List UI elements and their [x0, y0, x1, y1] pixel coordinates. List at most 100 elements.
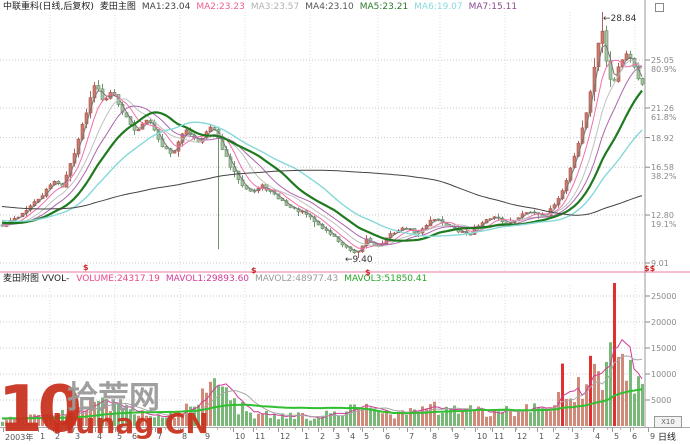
timeline-minor-tick — [542, 428, 543, 430]
timeline-minor-tick — [581, 428, 582, 430]
timeline-minor-tick — [399, 428, 400, 430]
timeline-tick — [407, 428, 408, 432]
price-tick-label: 12.80 — [651, 211, 674, 221]
timeline-month-label: 1 — [539, 432, 545, 441]
timeline-tick — [233, 428, 234, 432]
timeline-tick — [515, 428, 516, 432]
stock-title: 中联重科(日线,后复权) — [3, 2, 94, 12]
timeline-month-label: 2 — [555, 432, 561, 441]
timeline-minor-tick — [191, 428, 192, 430]
window-restore-icon[interactable] — [655, 3, 664, 12]
sell-signal-marker: $ — [251, 266, 257, 275]
timeline-month-label: 3 — [335, 432, 341, 441]
timeline-minor-tick — [113, 428, 114, 430]
timeline-month-label: 5 — [614, 432, 620, 441]
timeline-minor-tick — [87, 428, 88, 430]
mavol-value-labels: VOLUME:24317.19 MAVOL1:29893.60 MAVOL2:489… — [76, 273, 433, 285]
indicator-value-label: MA6:19.07 — [414, 2, 463, 12]
timeline-minor-tick — [269, 428, 270, 430]
timeline-tick — [3, 428, 4, 432]
timeline-minor-tick — [126, 428, 127, 430]
price-tick-label: 21.26 — [651, 103, 674, 113]
fib-percent-label: 80.9% — [651, 65, 677, 74]
price-tick-label: 18.92 — [651, 133, 674, 143]
timeline-month-label: 2 — [55, 432, 61, 441]
timeline-minor-tick — [594, 428, 595, 430]
timeline-minor-tick — [620, 428, 621, 430]
timeline-tick — [95, 428, 96, 432]
timeline-tick — [475, 428, 476, 432]
volume-tick-label: 20000 — [651, 318, 677, 327]
timeline-month-label: 4 — [350, 432, 356, 441]
timeline-month-label: 8 — [432, 432, 438, 441]
price-annotation: ←28.84 — [603, 14, 637, 24]
timeline-minor-tick — [412, 428, 413, 430]
fib-percent-label: 38.2% — [651, 172, 677, 182]
timeline-month-label: 12 — [517, 432, 528, 441]
timeline-minor-tick — [633, 428, 634, 430]
fib-percent-label: 19.1% — [651, 220, 677, 230]
indicator-value-label: VOLUME:24317.19 — [76, 274, 160, 284]
timeline-minor-tick — [178, 428, 179, 430]
timeline-month-label: 8 — [182, 432, 188, 441]
timeline-month-label: 5 — [117, 432, 123, 441]
timeline-minor-tick — [217, 428, 218, 430]
timeline-tick — [593, 428, 594, 432]
timeline-minor-tick — [48, 428, 49, 430]
period-selector[interactable]: 日线 — [658, 433, 677, 443]
timeline-minor-tick — [451, 428, 452, 430]
volume-tick-label: 15000 — [651, 344, 677, 353]
timeline-month-label: 10 — [235, 432, 246, 441]
timeline-minor-tick — [347, 428, 348, 430]
timeline-month-label: 10 — [477, 432, 488, 441]
indicator-value-label: MA1:23.04 — [141, 2, 191, 12]
timeline-tick — [73, 428, 74, 432]
timeline-tick — [362, 428, 363, 432]
timeline-month-label: 2 — [320, 432, 326, 441]
timeline-tick — [333, 428, 334, 432]
timeline-minor-tick — [360, 428, 361, 430]
timeline-minor-tick — [334, 428, 335, 430]
indicator-value-label: MA4:23.10 — [305, 2, 354, 12]
timeline-minor-tick — [139, 428, 140, 430]
timeline-tick — [492, 428, 493, 432]
timeline-tick — [302, 428, 303, 432]
timeline-minor-tick — [152, 428, 153, 430]
timeline-minor-tick — [425, 428, 426, 430]
indicator-value-label: MAVOL3:51850.41 — [344, 274, 428, 284]
timeline-minor-tick — [607, 428, 608, 430]
timeline-minor-tick — [373, 428, 374, 430]
fib-percent-label: 61.8% — [651, 112, 677, 122]
timeline-tick — [383, 428, 384, 432]
timeline-minor-tick — [61, 428, 62, 430]
volume-indicator-name: 麦田附图 VVOL- — [3, 274, 70, 284]
timeline-tick — [253, 428, 254, 432]
timeline-minor-tick — [477, 428, 478, 430]
timeline-tick — [572, 428, 573, 432]
timeline-tick — [348, 428, 349, 432]
timeline-minor-tick — [516, 428, 517, 430]
price-tick-label: 25.05 — [651, 56, 674, 65]
timeline-tick — [537, 428, 538, 432]
timeline-minor-tick — [464, 428, 465, 430]
timeline-month-label: 9 — [205, 432, 211, 441]
price-annotation: ←9.40 — [345, 255, 373, 265]
timeline-tick — [630, 428, 631, 432]
timeline-minor-tick — [256, 428, 257, 430]
timeline-month-label: 4 — [595, 432, 601, 441]
timeline-tick — [180, 428, 181, 432]
timeline-minor-tick — [230, 428, 231, 430]
timeline-minor-tick — [282, 428, 283, 430]
timeline-minor-tick — [100, 428, 101, 430]
timeline-month-label: 2003年 — [5, 433, 34, 442]
main-indicator-name: 麦田主图 — [99, 2, 136, 12]
timeline-minor-tick — [321, 428, 322, 430]
timeline-axis[interactable]: 2003年 1 2 3 4 5 6 7 8 9 10 11 12 1 2 3 4 5 6 7 8 9 10 11 12 1 2 3 4 5… — [0, 427, 690, 442]
volume-tick-label: 10000 — [651, 370, 677, 379]
volume-multiplier-badge: X10 — [654, 416, 682, 428]
main-pane-header: 中联重科(日线,后复权) 麦田主图 MA1:23.04 MA2:23.23 MA3:… — [3, 1, 523, 13]
timeline-tick — [53, 428, 54, 432]
volume-ma-lines — [1, 339, 643, 420]
